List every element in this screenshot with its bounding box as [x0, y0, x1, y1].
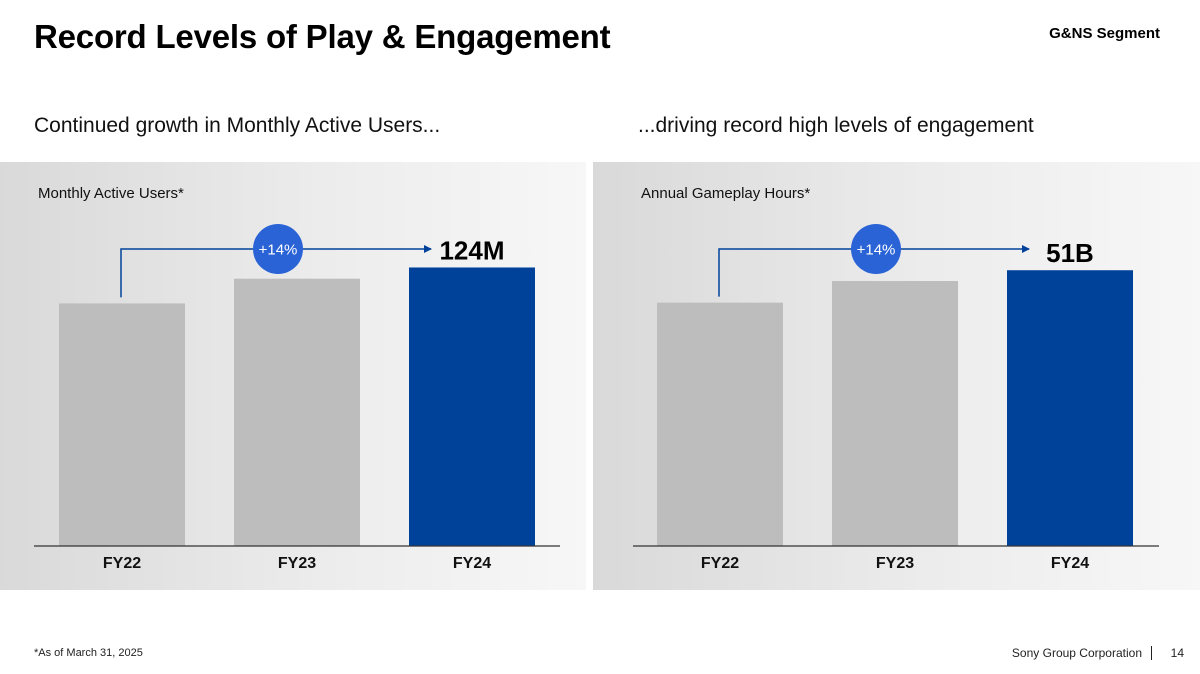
growth-badge: [253, 224, 303, 274]
x-tick-label: FY24: [1051, 555, 1089, 572]
right-subheading: ...driving record high levels of engagem…: [638, 114, 1034, 137]
gameplay-bar-chart: FY22 FY23 FY24 51B +14%: [633, 224, 1159, 572]
page-number: 14: [1170, 646, 1184, 660]
growth-badge-label: +14%: [857, 242, 896, 259]
footnote: *As of March 31, 2025: [34, 647, 143, 659]
data-label: 124M: [439, 235, 504, 265]
bar-fy23: [234, 278, 360, 546]
segment-label: G&NS Segment: [1049, 25, 1160, 42]
gameplay-chart-panel: Annual Gameplay Hours* FY22 FY23 FY24 51B +1…: [593, 162, 1200, 590]
growth-badge: [851, 224, 901, 274]
bar-fy23: [832, 281, 958, 546]
mau-bar-chart: FY22 FY23 FY24 124M +14%: [34, 224, 560, 572]
left-subheading: Continued growth in Monthly Active Users…: [34, 114, 441, 137]
x-tick-label: FY23: [876, 555, 914, 572]
growth-arrow: [120, 245, 432, 298]
x-tick-label: FY22: [103, 555, 141, 572]
company-name: Sony Group Corporation: [1012, 646, 1152, 660]
bar-fy22: [59, 303, 185, 546]
bar-fy22: [657, 302, 783, 546]
growth-arrow: [718, 245, 1030, 297]
x-tick-label: FY24: [453, 555, 491, 572]
data-label: 51B: [1046, 238, 1094, 268]
bar-fy24: [409, 267, 535, 546]
growth-badge-label: +14%: [259, 242, 298, 259]
x-tick-label: FY23: [278, 555, 316, 572]
page-title: Record Levels of Play & Engagement: [34, 18, 611, 55]
gameplay-chart-title: Annual Gameplay Hours*: [641, 185, 811, 202]
mau-chart-panel: Monthly Active Users* FY22 FY23 FY24 124M +1…: [0, 162, 586, 590]
bar-fy24: [1007, 270, 1133, 546]
mau-chart-title: Monthly Active Users*: [38, 185, 184, 202]
x-tick-label: FY22: [701, 555, 739, 572]
